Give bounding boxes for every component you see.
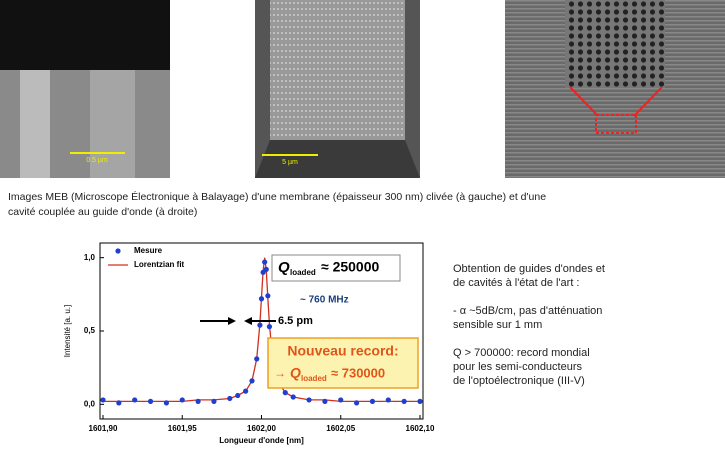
- annotation: Q: [278, 259, 290, 276]
- data-point: [354, 400, 359, 405]
- legend-marker: [115, 248, 120, 253]
- note-line: sensible sur 1 mm: [453, 318, 723, 332]
- data-point: [259, 296, 264, 301]
- data-point: [262, 259, 267, 264]
- note-line: de cavités à l'état de l'art :: [453, 276, 723, 290]
- annotation: ~ 760 MHz: [300, 295, 349, 306]
- arrowhead: [244, 317, 252, 325]
- arrowhead: [228, 317, 236, 325]
- page: {"images":[{"scale_label":"0.5 µm"},{"sc…: [0, 0, 725, 451]
- chart: 0,0 0,5 1,0 1601,90 1601,95 1602,00 1602,05 160…: [0, 235, 440, 451]
- y-tick-label: 0,0: [84, 399, 96, 408]
- note-line: Obtention de guides d'ondes et: [453, 262, 723, 276]
- data-point: [283, 390, 288, 395]
- data-point: [386, 397, 391, 402]
- legend-label: Lorentzian fit: [134, 260, 185, 269]
- note-line: - α ~5dB/cm, pas d'atténuation: [453, 304, 723, 318]
- annotation: Nouveau record:: [287, 343, 398, 359]
- note-line: Q > 700000: record mondial: [453, 346, 723, 360]
- note-line: pour les semi-conducteurs: [453, 360, 723, 374]
- scale-label: 5 µm: [282, 159, 298, 166]
- sem-image-right: [505, 0, 725, 178]
- data-point: [264, 267, 269, 272]
- data-point: [370, 399, 375, 404]
- y-tick-label: 0,5: [84, 326, 96, 335]
- data-point: [265, 293, 270, 298]
- legend-label: Mesure: [134, 246, 163, 255]
- annotation: Q: [290, 365, 301, 381]
- data-point: [267, 324, 272, 329]
- data-point: [402, 399, 407, 404]
- caption-line: Images MEB (Microscope Électronique à Ba…: [8, 190, 723, 205]
- annotation: ≈ 730000: [331, 365, 385, 380]
- x-tick-label: 1602,10: [406, 424, 435, 433]
- x-tick-label: 1602,05: [326, 424, 355, 433]
- x-axis-label: Longueur d'onde [nm]: [219, 436, 304, 445]
- data-point: [306, 397, 311, 402]
- y-axis-label: Intensité [a. u.]: [63, 305, 72, 357]
- data-point: [164, 400, 169, 405]
- annotation: →: [274, 366, 286, 380]
- data-point: [227, 396, 232, 401]
- data-point: [148, 399, 153, 404]
- data-point: [116, 400, 121, 405]
- annotation: loaded: [290, 268, 316, 277]
- note-line: de l'optoélectronique (III-V): [453, 374, 723, 388]
- data-point: [338, 397, 343, 402]
- data-point: [196, 399, 201, 404]
- data-point: [243, 389, 248, 394]
- data-point: [132, 397, 137, 402]
- annotation: loaded: [301, 374, 327, 383]
- sem-image-left: 0.5 µm: [0, 0, 170, 178]
- sem-image-middle: 5 µm: [255, 0, 420, 178]
- scale-label: 0.5 µm: [86, 157, 108, 164]
- x-tick-label: 1602,00: [247, 424, 276, 433]
- sem-images: 0.5 µm 5 µm: [0, 0, 725, 185]
- data-point: [417, 399, 422, 404]
- data-point: [235, 393, 240, 398]
- data-point: [254, 356, 259, 361]
- caption: Images MEB (Microscope Électronique à Ba…: [8, 190, 723, 220]
- y-tick-label: 1,0: [84, 253, 96, 262]
- data-point: [211, 399, 216, 404]
- x-tick-label: 1601,90: [89, 424, 118, 433]
- annotation: 6.5 pm: [278, 315, 313, 327]
- data-point: [180, 397, 185, 402]
- annotation: ≈ 250000: [321, 259, 380, 275]
- x-tick-label: 1601,95: [168, 424, 197, 433]
- data-point: [249, 378, 254, 383]
- caption-line: cavité couplée au guide d'onde (à droite…: [8, 205, 723, 220]
- data-point: [100, 397, 105, 402]
- data-point: [322, 399, 327, 404]
- data-point: [257, 323, 262, 328]
- data-point: [291, 394, 296, 399]
